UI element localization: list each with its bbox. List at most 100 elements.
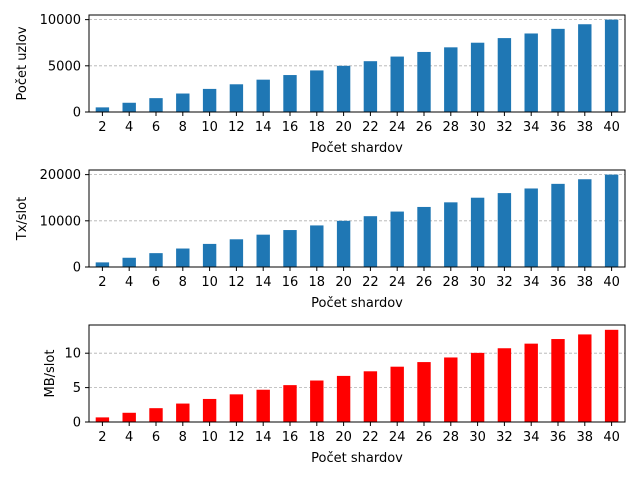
bar-40 — [604, 174, 619, 267]
bar-38 — [578, 179, 592, 267]
x-tick-label: 18 — [309, 430, 326, 445]
y-tick-label: 5000 — [48, 59, 81, 74]
bar-20 — [336, 220, 351, 267]
x-tick-label: 34 — [523, 430, 540, 445]
bar-26 — [417, 362, 431, 422]
x-tick-label: 6 — [152, 120, 160, 135]
x-axis-label: Počet shardov — [311, 451, 403, 466]
x-tick-label: 2 — [98, 430, 106, 445]
x-tick-label: 32 — [496, 430, 513, 445]
x-tick-label: 36 — [550, 120, 567, 135]
x-tick-label: 16 — [282, 120, 299, 135]
x-tick-label: 30 — [469, 430, 486, 445]
bar-22 — [363, 216, 378, 267]
bar-36 — [551, 28, 565, 112]
bar-6 — [149, 408, 163, 422]
bar-6 — [149, 253, 163, 267]
chart-panel-2: 2 4 6 8 10 12 14 16 18 20 22 24 26 28 30 32 34 36 38 400100… — [15, 168, 626, 311]
bar-12 — [229, 239, 244, 267]
bar-2 — [95, 262, 110, 267]
x-tick-label: 28 — [443, 430, 460, 445]
bar-24 — [390, 211, 404, 267]
x-tick-label: 40 — [603, 275, 620, 290]
x-tick-label: 34 — [523, 275, 540, 290]
x-tick-label: 8 — [179, 275, 187, 290]
x-axis-label: Počet shardov — [311, 141, 403, 156]
x-tick-label: 38 — [577, 120, 594, 135]
x-tick-label: 2 — [98, 120, 106, 135]
x-tick-label: 18 — [309, 120, 326, 135]
bar-16 — [283, 385, 297, 422]
axes-frame — [88, 169, 626, 268]
x-tick-label: 14 — [255, 275, 272, 290]
x-tick-label: 26 — [416, 275, 433, 290]
y-axis-label: Počet uzlov — [15, 26, 30, 100]
chart-panel-3: 2 4 6 8 10 12 14 16 18 20 22 24 26 28 30 32 34 36 38 400510… — [43, 324, 626, 466]
x-tick-label: 10 — [201, 275, 218, 290]
bar-18 — [310, 70, 324, 112]
x-tick-label: 2 — [98, 275, 106, 290]
bar-40 — [604, 329, 619, 422]
y-tick-label: 10 — [64, 347, 81, 362]
x-tick-label: 14 — [255, 430, 272, 445]
y-tick-label: 5 — [73, 381, 81, 396]
bar-38 — [578, 334, 592, 422]
x-tick-label: 30 — [469, 275, 486, 290]
x-tick-label: 22 — [362, 275, 379, 290]
x-tick-label: 28 — [443, 120, 460, 135]
x-tick-label: 36 — [550, 430, 567, 445]
x-tick-label: 40 — [603, 120, 620, 135]
bar-10 — [202, 88, 217, 112]
y-tick-label: 20000 — [40, 168, 81, 183]
bar-36 — [551, 183, 565, 267]
x-tick-label: 32 — [496, 120, 513, 135]
bar-8 — [176, 403, 190, 422]
bar-34 — [524, 188, 538, 267]
bar-26 — [417, 51, 431, 112]
x-tick-label: 12 — [228, 430, 245, 445]
bar-38 — [578, 24, 592, 112]
bar-30 — [470, 197, 485, 267]
bar-32 — [497, 348, 512, 422]
axes-frame — [88, 14, 626, 113]
bar-34 — [524, 33, 538, 112]
bar-28 — [444, 47, 458, 113]
x-tick-label: 20 — [335, 430, 352, 445]
y-tick-label: 10000 — [40, 13, 81, 28]
bar-4 — [122, 257, 136, 267]
x-tick-label: 4 — [125, 275, 133, 290]
x-tick-label: 26 — [416, 120, 433, 135]
bar-24 — [390, 56, 404, 112]
bar-12 — [229, 394, 244, 422]
x-tick-label: 22 — [362, 430, 379, 445]
bar-32 — [497, 38, 512, 112]
bar-16 — [283, 75, 297, 112]
bar-6 — [149, 98, 163, 112]
bar-10 — [202, 243, 217, 267]
x-tick-label: 16 — [282, 430, 299, 445]
x-tick-label: 10 — [201, 120, 218, 135]
bar-28 — [444, 357, 458, 422]
x-tick-label: 30 — [469, 120, 486, 135]
x-tick-label: 24 — [389, 120, 406, 135]
x-tick-label: 20 — [335, 275, 352, 290]
bar-30 — [470, 352, 485, 422]
bar-26 — [417, 206, 431, 267]
x-tick-label: 38 — [577, 430, 594, 445]
bar-20 — [336, 65, 351, 112]
bar-40 — [604, 19, 619, 112]
bar-8 — [176, 248, 190, 267]
x-axis-label: Počet shardov — [311, 296, 403, 311]
bar-16 — [283, 230, 297, 267]
bar-12 — [229, 84, 244, 112]
bar-14 — [256, 389, 270, 422]
bar-4 — [122, 102, 136, 112]
bar-14 — [256, 79, 270, 112]
y-tick-label: 10000 — [40, 214, 81, 229]
y-axis-label: MB/slot — [43, 350, 58, 398]
bar-10 — [202, 398, 217, 422]
x-tick-label: 12 — [228, 120, 245, 135]
x-tick-label: 14 — [255, 120, 272, 135]
x-tick-label: 20 — [335, 120, 352, 135]
